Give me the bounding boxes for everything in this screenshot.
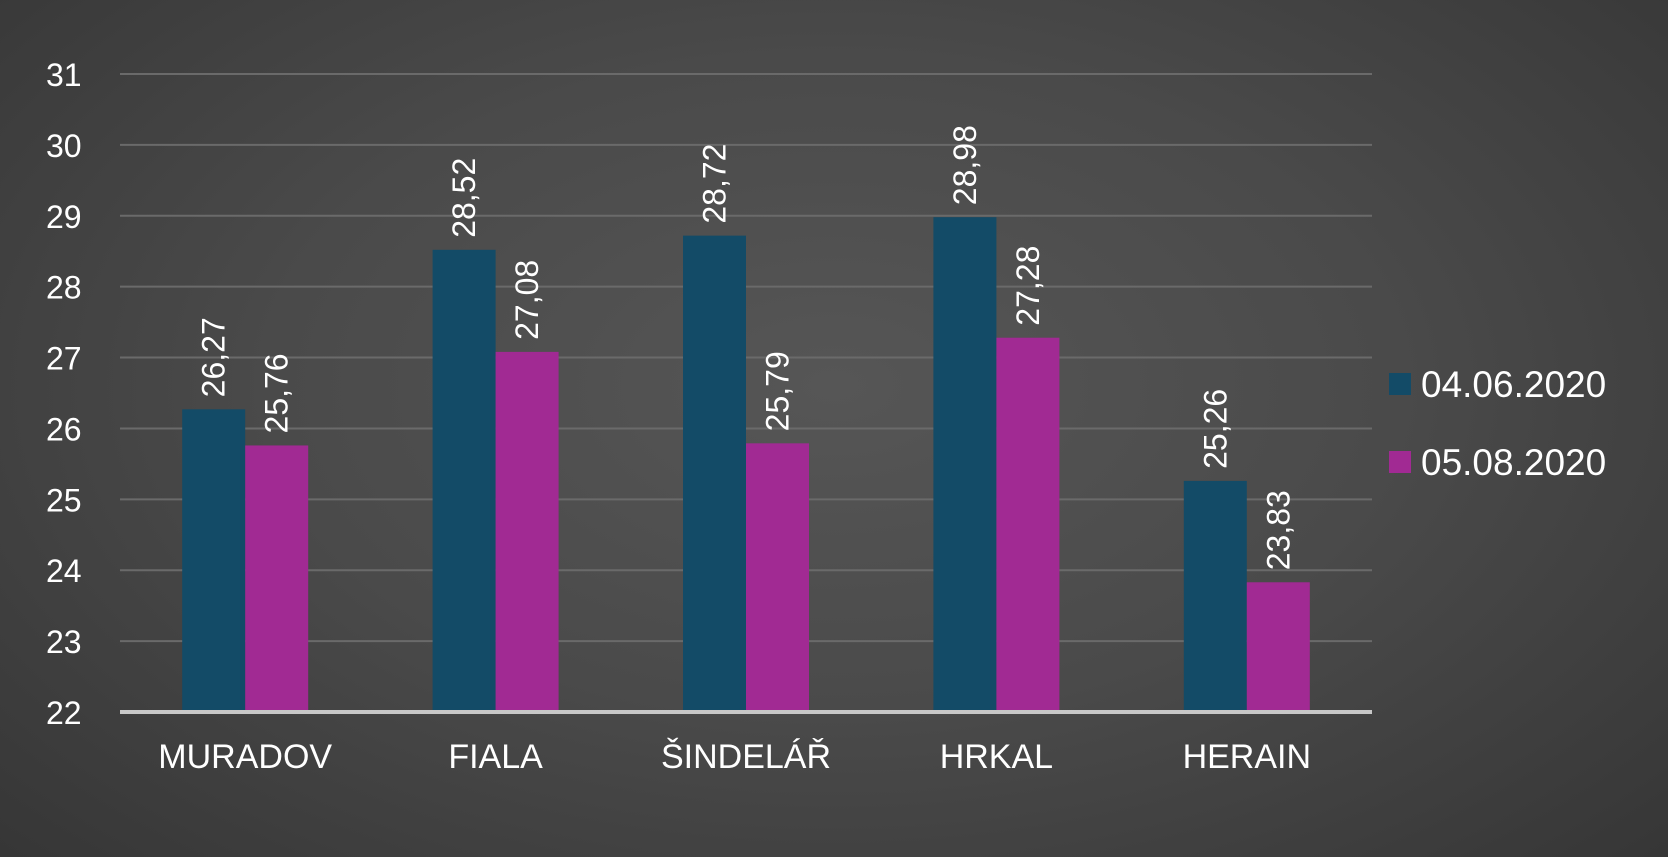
data-label: 25,79 bbox=[760, 351, 796, 431]
data-label: 28,52 bbox=[446, 158, 482, 238]
x-tick-label: HERAIN bbox=[1183, 738, 1311, 776]
y-tick-label: 31 bbox=[46, 57, 82, 93]
x-tick-label: MURADOV bbox=[158, 738, 332, 776]
y-tick-label: 23 bbox=[46, 624, 82, 660]
bar bbox=[182, 409, 246, 712]
bar bbox=[245, 445, 309, 712]
bar bbox=[683, 235, 746, 713]
data-label: 25,76 bbox=[259, 353, 295, 433]
bar bbox=[933, 217, 997, 712]
y-tick-label: 30 bbox=[46, 128, 82, 164]
y-tick-label: 26 bbox=[46, 411, 82, 447]
data-label: 26,27 bbox=[196, 317, 232, 397]
bar bbox=[432, 249, 496, 712]
y-tick-label: 22 bbox=[46, 695, 82, 731]
data-label: 27,08 bbox=[509, 260, 545, 340]
y-tick-label: 27 bbox=[46, 341, 82, 377]
data-label: 23,83 bbox=[1260, 490, 1296, 570]
data-label: 28,72 bbox=[697, 144, 733, 224]
bar bbox=[1183, 480, 1247, 712]
legend-swatch bbox=[1389, 373, 1411, 395]
x-tick-label: HRKAL bbox=[940, 738, 1053, 776]
data-label: 27,28 bbox=[1010, 246, 1046, 326]
bar bbox=[495, 351, 559, 712]
y-tick-label: 24 bbox=[46, 553, 82, 589]
y-tick-label: 29 bbox=[46, 199, 82, 235]
x-tick-label: FIALA bbox=[448, 738, 543, 776]
x-tick-label: ŠINDELÁŘ bbox=[661, 738, 831, 776]
data-label: 25,26 bbox=[1197, 389, 1233, 469]
legend-label: 04.06.2020 bbox=[1421, 364, 1606, 405]
bar bbox=[746, 443, 809, 712]
bar bbox=[996, 337, 1060, 712]
bar bbox=[1246, 582, 1310, 712]
y-tick-label: 25 bbox=[46, 482, 82, 518]
legend-label: 05.08.2020 bbox=[1421, 442, 1606, 483]
data-label: 28,98 bbox=[947, 125, 983, 205]
y-tick-label: 28 bbox=[46, 270, 82, 306]
legend-swatch bbox=[1389, 451, 1411, 473]
